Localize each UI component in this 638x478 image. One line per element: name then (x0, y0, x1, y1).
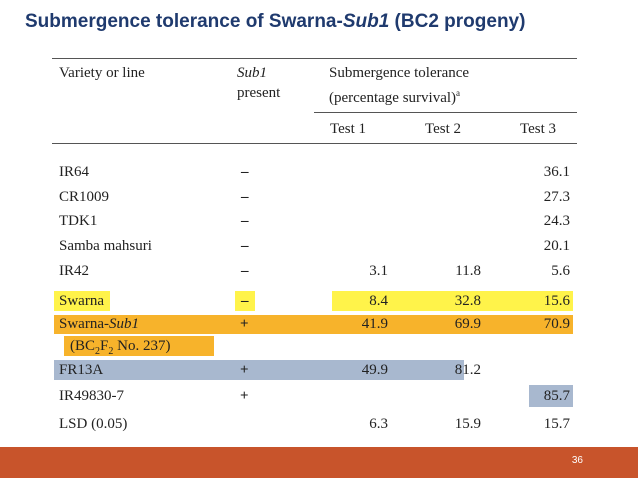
row-swarna-t3: 15.6 (543, 293, 570, 309)
highlight-swarna-sub1 (235, 291, 255, 311)
row-swarna-sub1-note: (BC2F2 No. 237) (70, 338, 171, 357)
header-test1: Test 1 (330, 121, 367, 137)
header-bottom-rule (52, 143, 577, 144)
group-header-rule (314, 112, 577, 113)
row-cr1009-name: CR1009 (59, 189, 110, 205)
row-ir49830-t3: 85.7 (543, 388, 570, 404)
row-swarna-sub1-t1: 41.9 (361, 316, 388, 332)
row-swarna-sub1-sub1: + (240, 316, 249, 332)
highlight-swarna-sub1-line (54, 315, 573, 334)
row-samba-sub1: – (241, 238, 249, 254)
highlight-ir49830-t3 (529, 385, 573, 407)
header-test3: Test 3 (520, 121, 557, 137)
row-lsd-t1: 6.3 (369, 416, 388, 432)
row-lsd-t2: 15.9 (454, 416, 481, 432)
row-tdk1-name: TDK1 (59, 213, 98, 229)
data-table: Variety or line Sub1 present Submergence… (32, 52, 594, 444)
row-ir64-name: IR64 (59, 164, 89, 180)
row-lsd-name: LSD (0.05) (59, 416, 128, 432)
row-swarna-sub1-t3: 70.9 (543, 316, 570, 332)
title-italic: Sub1 (342, 11, 390, 32)
row-swarna-name: Swarna (59, 293, 104, 309)
row-fr13a-t1: 49.9 (361, 362, 388, 378)
row-ir42-t2: 11.8 (455, 263, 481, 279)
header-sub1: Sub1 (237, 65, 267, 81)
row-lsd-t3: 15.7 (543, 416, 570, 432)
row-ir42-name: IR42 (59, 263, 89, 279)
row-samba-t3: 20.1 (543, 238, 570, 254)
row-ir49830-name: IR49830-7 (59, 388, 124, 404)
row-ir42-t1: 3.1 (369, 263, 388, 279)
footer-bar: 36 (0, 447, 638, 478)
row-fr13a-name: FR13A (59, 362, 104, 378)
table-top-rule (52, 58, 577, 59)
row-swarna-sub1-t2: 69.9 (454, 316, 481, 332)
row-fr13a-t2: 81.2 (454, 362, 481, 378)
highlight-swarna-name (54, 291, 110, 311)
highlight-swarna-values (332, 291, 573, 311)
row-ir42-sub1: – (241, 263, 249, 279)
row-ir64-t3: 36.1 (543, 164, 570, 180)
highlight-fr13a (54, 360, 464, 380)
row-ir42-t3: 5.6 (551, 263, 570, 279)
row-cr1009-t3: 27.3 (543, 189, 570, 205)
row-cr1009-sub1: – (241, 189, 249, 205)
row-swarna-t1: 8.4 (369, 293, 388, 309)
highlight-swarna-sub1-note (64, 336, 214, 356)
slide-title: Submergence tolerance of Swarna-Sub1 (BC… (25, 11, 526, 32)
row-tdk1-sub1: – (241, 213, 249, 229)
header-test2: Test 2 (425, 121, 462, 137)
row-tdk1-t3: 24.3 (543, 213, 570, 229)
row-swarna-sub1-name: Swarna-Sub1 (59, 316, 139, 332)
header-sub1-present: Sub1 present (237, 63, 280, 103)
header-present: present (237, 85, 281, 101)
header-submergence-group: Submergence tolerance (percentage surviv… (329, 65, 470, 106)
row-fr13a-sub1: + (240, 362, 249, 378)
row-swarna-sub1: – (241, 293, 249, 309)
row-ir64-sub1: – (241, 164, 249, 180)
row-ir49830-sub1: + (240, 388, 249, 404)
header-variety: Variety or line (59, 65, 145, 81)
row-swarna-t2: 32.8 (454, 293, 481, 309)
row-samba-name: Samba mahsuri (59, 238, 152, 254)
page-number: 36 (571, 455, 583, 466)
